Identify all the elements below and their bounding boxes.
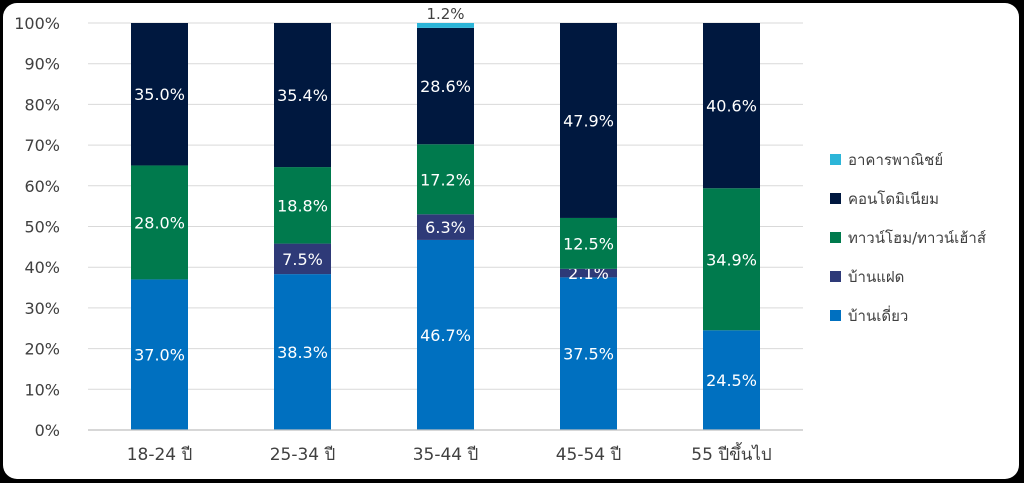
y-tick-label: 30% [24,299,60,318]
bar-segment [274,243,331,275]
data-label: 38.3% [277,343,328,362]
bars: 37.0% 28.0% 35.0% 38.3% 7.5% 18.8% 35.4% 46.7% 6… [131,5,760,430]
legend-label: ทาวน์โฮม/ทาวน์เฮ้าส์ [848,229,986,247]
data-label: 35.0% [134,85,185,104]
y-tick-label: 80% [24,95,60,114]
x-tick-label: 18-24 ปี [127,445,193,465]
bar-segment [417,27,474,145]
data-label: 28.0% [134,213,185,232]
data-label: 37.0% [134,346,185,365]
bar-segment [560,217,617,269]
bar-segment [131,165,188,280]
legend-label: บ้านแฝด [848,268,904,286]
bar-segment [274,274,331,430]
bar-segment [560,23,617,218]
chart-panel: 37.0% 28.0% 35.0% 38.3% 7.5% 18.8% 35.4% 46.7% 6… [3,3,1019,479]
legend-swatch [830,310,841,321]
y-tick-label: 90% [24,55,60,74]
data-label: 37.5% [563,345,614,364]
bar-segment [560,277,617,430]
x-tick-label: 45-54 ปี [556,445,622,465]
bar-segment [417,23,474,28]
data-label: 6.3% [425,218,466,237]
data-label: 24.5% [706,371,757,390]
bar-segment [274,167,331,244]
bar-segment [131,23,188,166]
stacked-bar-chart: 37.0% 28.0% 35.0% 38.3% 7.5% 18.8% 35.4% 46.7% 6… [14,5,986,465]
legend: อาคารพาณิชย์คอนโดมิเนียมทาวน์โฮม/ทาวน์เฮ… [830,151,986,325]
legend-swatch [830,232,841,243]
legend-label: อาคารพาณิชย์ [848,151,943,169]
data-label: 12.5% [563,234,614,253]
bar-segment [703,330,760,430]
x-tick-label: 25-34 ปี [270,445,336,465]
y-tick-label: 20% [24,340,60,359]
data-label: 2.1% [568,264,609,283]
bar-segment [560,268,617,278]
data-label: 34.9% [706,250,757,269]
legend-swatch [830,193,841,204]
data-label: 47.9% [563,111,614,130]
x-tick-label: 35-44 ปี [413,445,479,465]
data-label: 40.6% [706,97,757,116]
y-tick-label: 40% [24,258,60,277]
data-label: 17.2% [420,170,471,189]
bar-segment [703,23,760,189]
y-tick-label: 60% [24,177,60,196]
y-tick-label: 0% [35,421,60,440]
legend-swatch [830,271,841,282]
data-label: 18.8% [277,196,328,215]
bar-segment [417,239,474,430]
data-label: 7.5% [282,250,323,269]
data-label: 1.2% [426,5,464,23]
bar-segment [274,23,331,168]
y-tick-label: 50% [24,218,60,237]
data-label: 28.6% [420,77,471,96]
legend-label: คอนโดมิเนียม [848,190,939,208]
y-tick-label: 10% [24,380,60,399]
bar-segment [417,214,474,240]
y-tick-label: 100% [14,14,60,33]
x-tick-label: 55 ปีขึ้นไป [691,442,771,465]
y-tick-label: 70% [24,136,60,155]
bar-segment [703,188,760,331]
data-label: 35.4% [277,86,328,105]
data-label: 46.7% [420,326,471,345]
axes: 0% 10% 20% 30% 40% 50% 60% 70% 80% 90% 100% 18-24 ป… [14,14,803,465]
bar-segment [131,279,188,430]
legend-label: บ้านเดี่ยว [848,305,908,325]
bar-segment [417,144,474,215]
legend-swatch [830,154,841,165]
